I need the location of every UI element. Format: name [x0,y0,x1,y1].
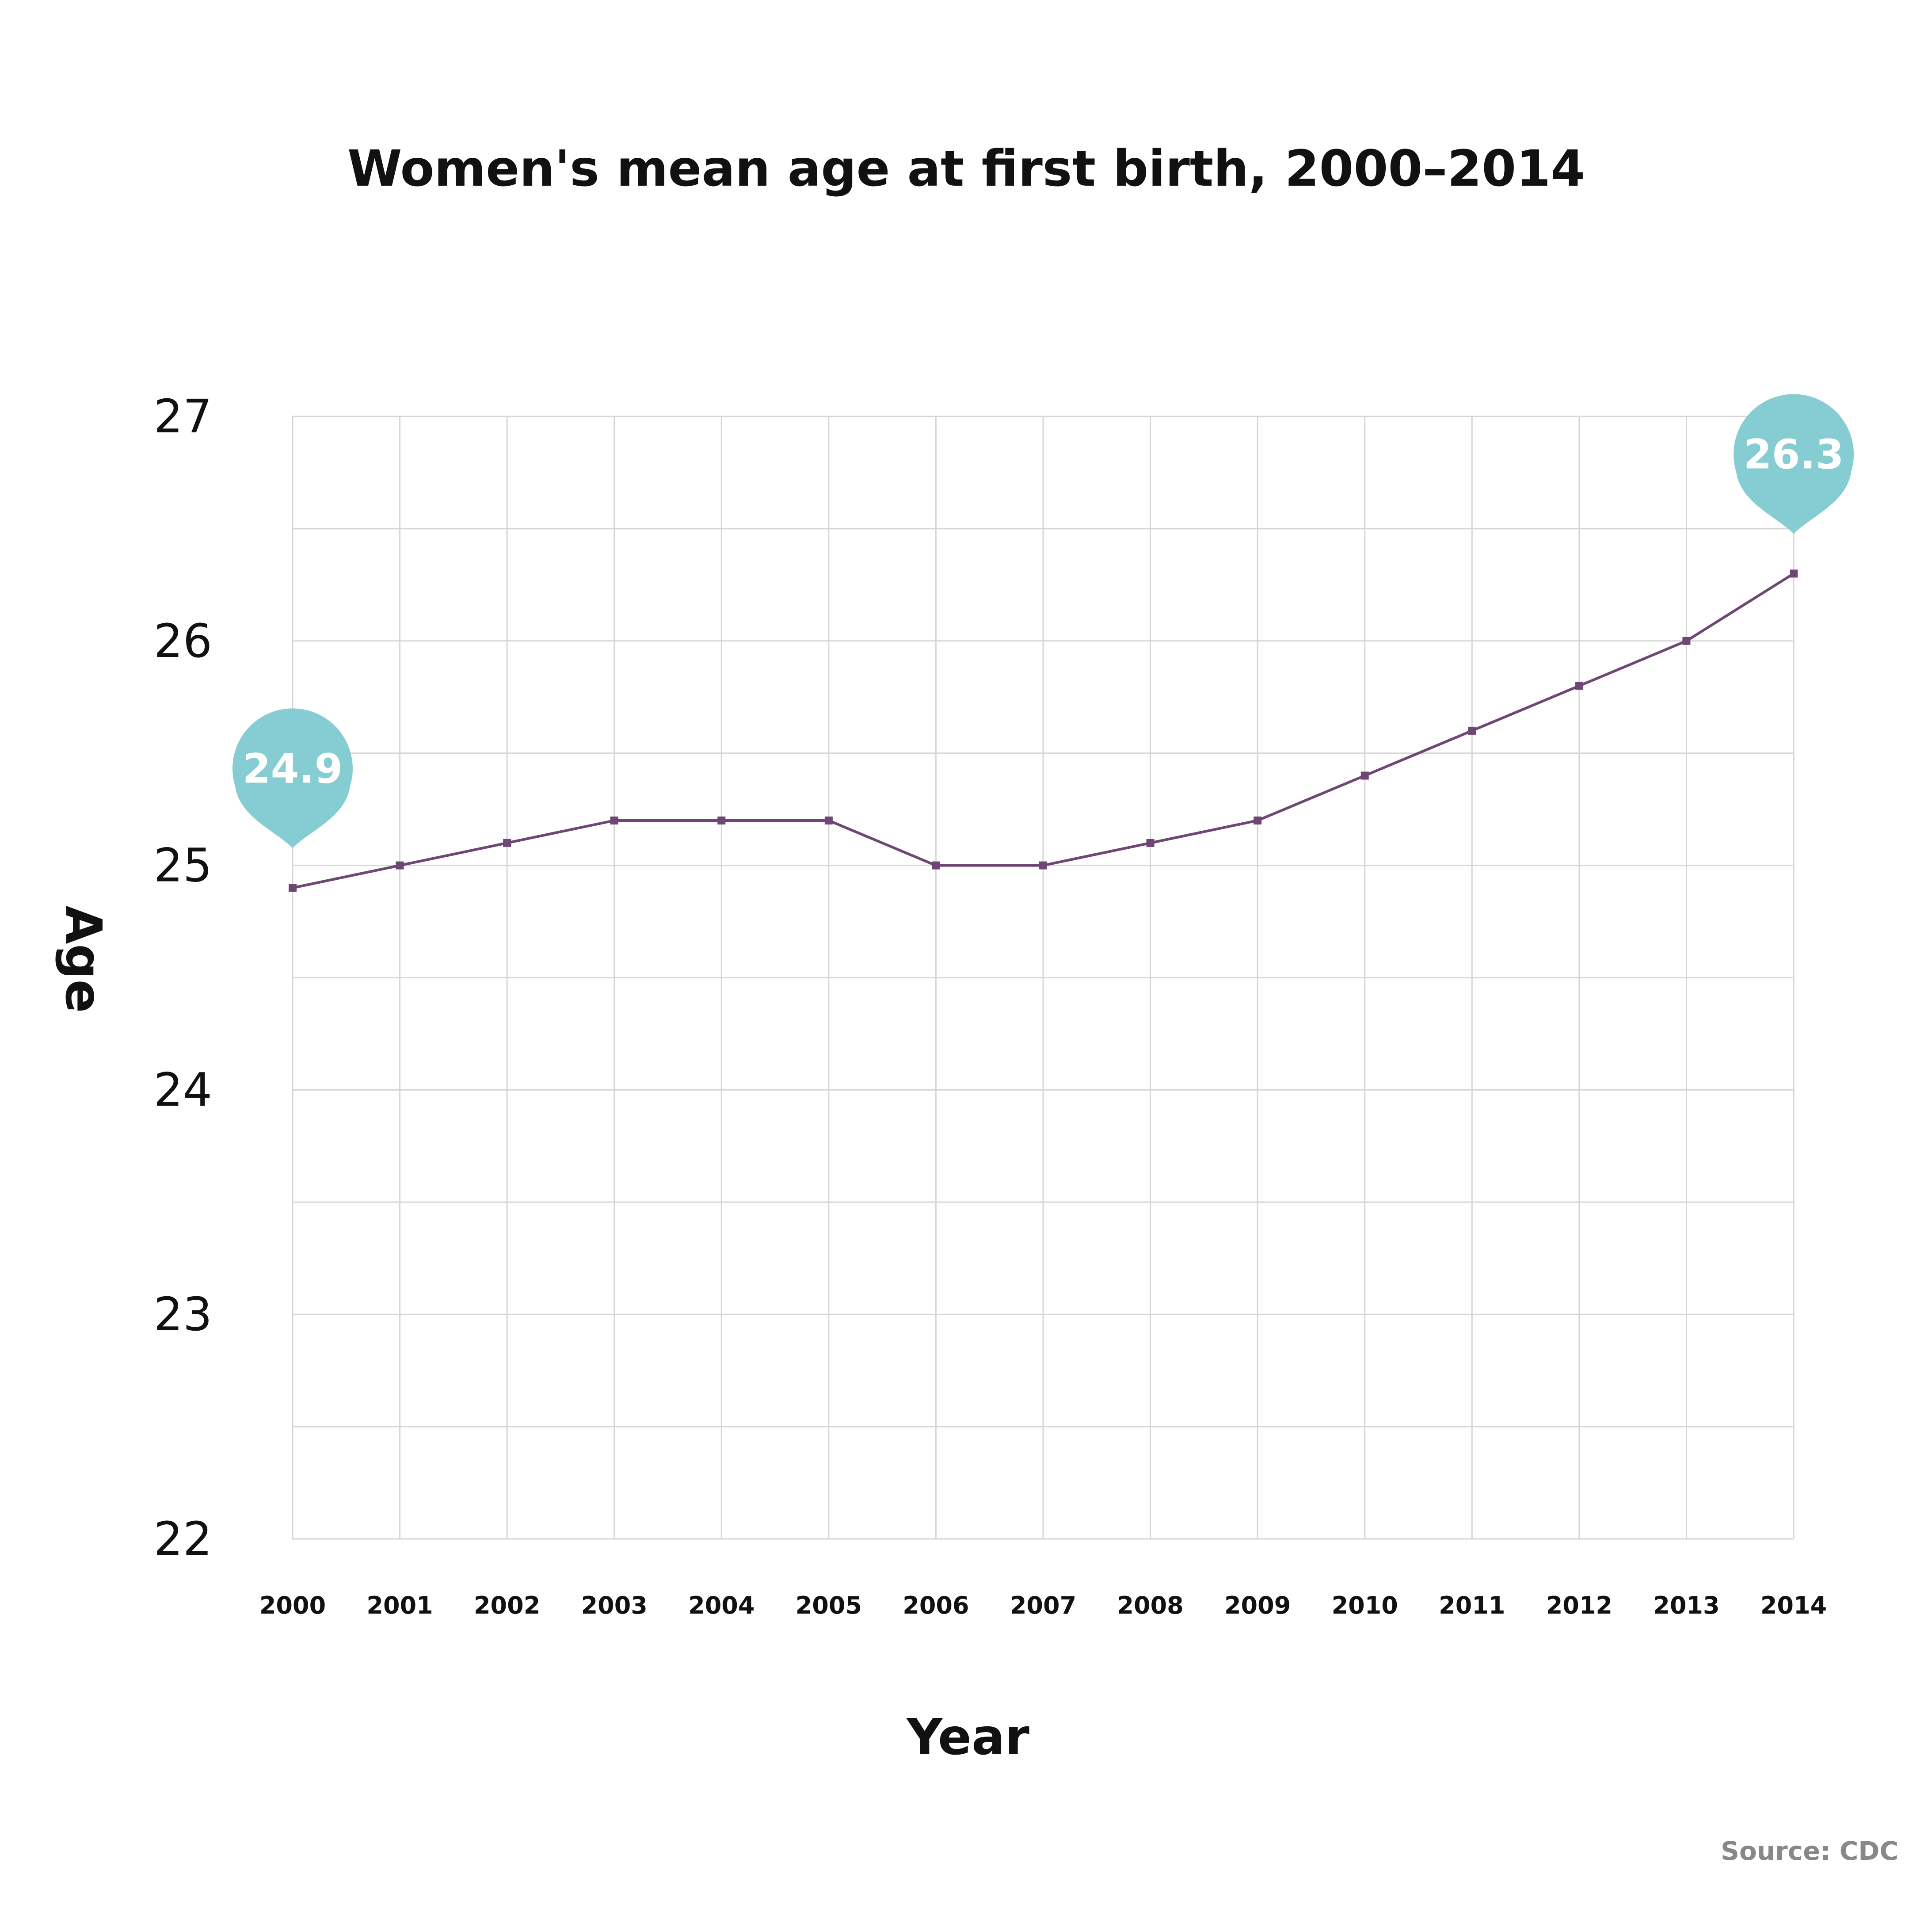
x-tick-label: 2006 [903,1591,969,1619]
x-tick-label: 2003 [581,1591,648,1619]
x-tick-label: 2007 [1010,1591,1076,1619]
y-axis-ticks: 22 23 24 25 26 27 [154,389,212,1566]
grid [292,416,1795,1540]
x-tick-label: 2004 [688,1591,755,1619]
data-point [932,861,940,870]
x-tick-label: 2001 [366,1591,433,1619]
data-point [717,817,726,825]
data-point [1682,637,1691,645]
value-callout: 26.3 [1734,394,1854,534]
x-tick-label: 2012 [1546,1591,1612,1619]
value-callout: 24.9 [232,708,353,848]
callout-pin [1734,394,1854,534]
x-axis-title: Year [906,1709,1029,1766]
y-tick-label: 24 [154,1063,212,1117]
chart-title: Women's mean age at first birth, 2000–20… [347,140,1585,198]
x-axis-ticks: 2000 2001 2002 2003 2004 2005 2006 2007 2008 2009… [259,1591,1827,1619]
x-tick-label: 2002 [474,1591,540,1619]
y-tick-label: 23 [154,1287,212,1341]
data-point [824,817,833,825]
x-tick-label: 2010 [1332,1591,1398,1619]
data-point [503,839,511,847]
data-point [1146,839,1155,847]
y-tick-label: 22 [154,1512,212,1566]
data-point [1039,861,1047,870]
data-point [396,861,404,870]
callout-label: 26.3 [1744,431,1844,478]
markers [289,569,1798,892]
x-tick-label: 2014 [1761,1591,1827,1619]
x-tick-label: 2005 [796,1591,862,1619]
y-axis-title: Age [54,906,112,1013]
data-point [1360,771,1369,780]
x-tick-label: 2009 [1224,1591,1291,1619]
x-tick-label: 2011 [1439,1591,1505,1619]
source-note: Source: CDC [1721,1836,1898,1866]
callout-pin [232,708,353,848]
callout-label: 24.9 [243,745,343,792]
callouts: 24.9 26.3 [232,394,1854,848]
y-tick-label: 25 [154,839,212,893]
data-point [289,884,297,892]
data-point [1254,817,1262,825]
data-point [1468,726,1476,735]
data-point [610,817,618,825]
y-tick-label: 26 [154,614,212,668]
data-point [1790,569,1798,578]
y-tick-label: 27 [154,389,212,443]
x-tick-label: 2008 [1117,1591,1183,1619]
x-tick-label: 2000 [259,1591,326,1619]
x-tick-label: 2013 [1653,1591,1719,1619]
data-point [1575,682,1583,690]
